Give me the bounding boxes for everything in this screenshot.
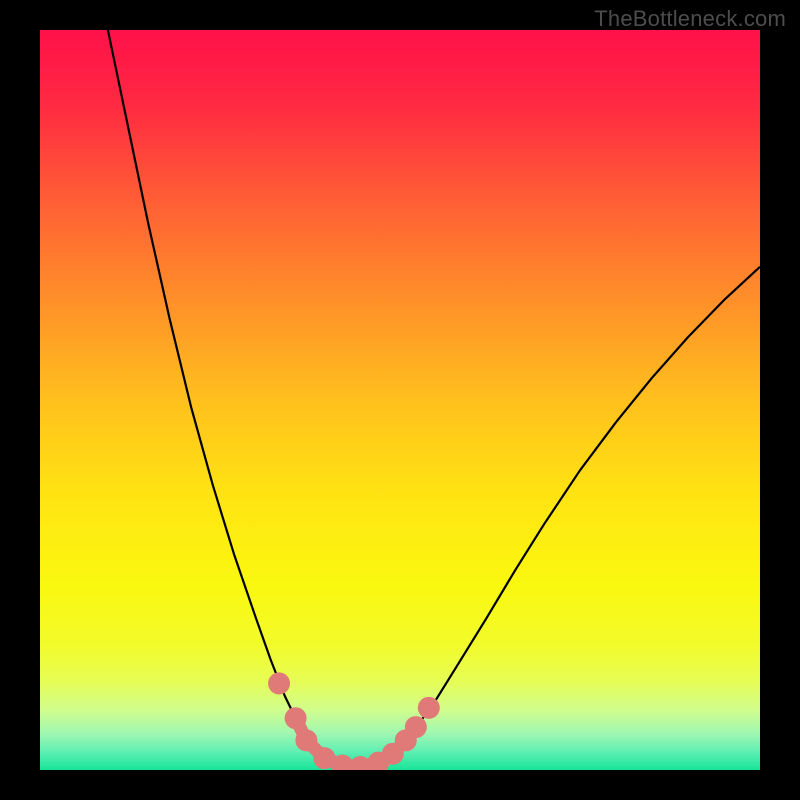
bottleneck-chart [0,0,800,800]
marker-dot [268,672,290,694]
marker-dot [405,716,427,738]
watermark-text: TheBottleneck.com [594,6,786,32]
plot-background [40,30,760,770]
marker-dot [285,707,307,729]
marker-dot [295,729,317,751]
marker-dot [418,697,440,719]
